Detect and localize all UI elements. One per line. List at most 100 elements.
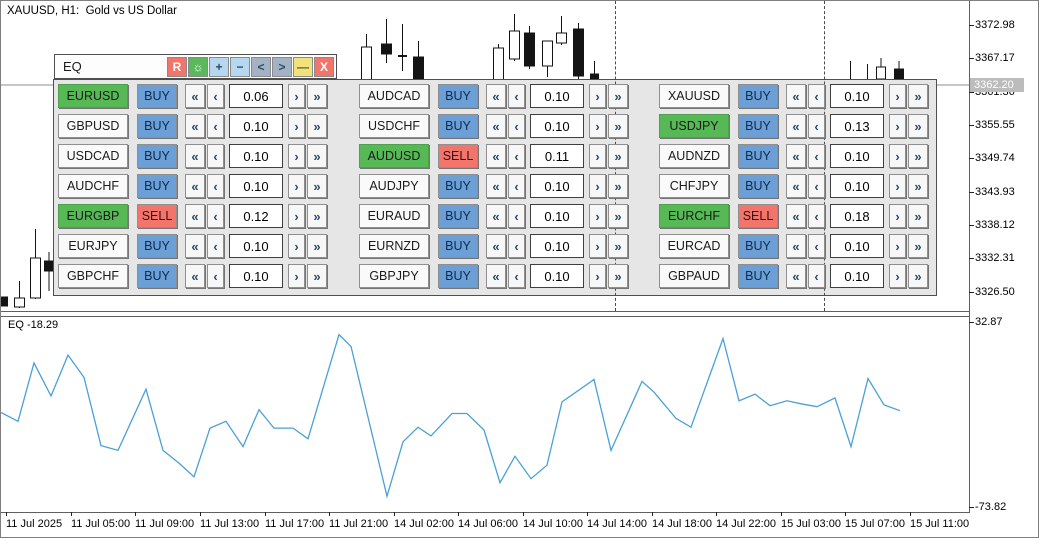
lot-size-field-gbpusd[interactable]: 0.10: [229, 114, 283, 138]
symbol-button-eurchf[interactable]: EURCHF: [659, 204, 729, 228]
lot-decrease-button[interactable]: ‹: [808, 264, 825, 288]
buy-button-xauusd[interactable]: BUY: [738, 84, 778, 108]
lot-decrease-fast-button[interactable]: «: [185, 264, 205, 288]
lot-size-field-chfjpy[interactable]: 0.10: [830, 174, 884, 198]
symbol-button-usdcad[interactable]: USDCAD: [58, 144, 128, 168]
lot-size-field-audnzd[interactable]: 0.10: [830, 144, 884, 168]
lot-size-field-audchf[interactable]: 0.10: [229, 174, 283, 198]
lot-decrease-button[interactable]: ‹: [207, 114, 224, 138]
lot-increase-fast-button[interactable]: »: [608, 264, 628, 288]
lot-increase-button[interactable]: ›: [889, 204, 906, 228]
reset-button[interactable]: R: [167, 56, 187, 77]
symbol-button-usdjpy[interactable]: USDJPY: [659, 114, 729, 138]
symbol-button-usdchf[interactable]: USDCHF: [359, 114, 429, 138]
indicator-window-top-border[interactable]: [1, 316, 970, 317]
lot-decrease-button[interactable]: ‹: [207, 84, 224, 108]
lot-decrease-button[interactable]: ‹: [808, 144, 825, 168]
lot-increase-button[interactable]: ›: [589, 234, 606, 258]
lot-size-field-usdchf[interactable]: 0.10: [530, 114, 584, 138]
symbol-button-gbpchf[interactable]: GBPCHF: [58, 264, 128, 288]
buy-button-gbpaud[interactable]: BUY: [738, 264, 778, 288]
lot-decrease-button[interactable]: ‹: [508, 234, 525, 258]
lot-decrease-fast-button[interactable]: «: [786, 264, 806, 288]
lot-decrease-fast-button[interactable]: «: [486, 204, 506, 228]
lot-increase-fast-button[interactable]: »: [908, 114, 928, 138]
buy-button-eurcad[interactable]: BUY: [738, 234, 778, 258]
symbol-button-audusd[interactable]: AUDUSD: [359, 144, 429, 168]
lot-decrease-fast-button[interactable]: «: [486, 234, 506, 258]
symbol-button-audchf[interactable]: AUDCHF: [58, 174, 128, 198]
lot-decrease-button[interactable]: ‹: [508, 84, 525, 108]
lot-size-field-usdcad[interactable]: 0.10: [229, 144, 283, 168]
lot-increase-fast-button[interactable]: »: [307, 114, 327, 138]
lot-increase-button[interactable]: ›: [288, 144, 305, 168]
main-window-bottom-border[interactable]: [1, 311, 970, 312]
buy-button-audcad[interactable]: BUY: [438, 84, 478, 108]
buy-button-usdjpy[interactable]: BUY: [738, 114, 778, 138]
buy-button-chfjpy[interactable]: BUY: [738, 174, 778, 198]
lot-size-field-audjpy[interactable]: 0.10: [530, 174, 584, 198]
lot-increase-button[interactable]: ›: [889, 84, 906, 108]
lot-size-field-eurnzd[interactable]: 0.10: [530, 234, 584, 258]
lot-increase-button[interactable]: ›: [288, 114, 305, 138]
lot-increase-fast-button[interactable]: »: [307, 84, 327, 108]
lot-increase-fast-button[interactable]: »: [908, 144, 928, 168]
lot-size-field-xauusd[interactable]: 0.10: [830, 84, 884, 108]
lot-decrease-fast-button[interactable]: «: [486, 84, 506, 108]
buy-button-usdcad[interactable]: BUY: [137, 144, 177, 168]
lot-decrease-fast-button[interactable]: «: [185, 204, 205, 228]
lot-decrease-fast-button[interactable]: «: [786, 204, 806, 228]
buy-button-audjpy[interactable]: BUY: [438, 174, 478, 198]
lot-decrease-fast-button[interactable]: «: [185, 84, 205, 108]
lot-increase-fast-button[interactable]: »: [307, 204, 327, 228]
lot-increase-fast-button[interactable]: »: [908, 84, 928, 108]
symbol-button-audjpy[interactable]: AUDJPY: [359, 174, 429, 198]
minimize-button[interactable]: —: [293, 56, 313, 77]
lot-decrease-button[interactable]: ‹: [207, 234, 224, 258]
lot-increase-button[interactable]: ›: [288, 234, 305, 258]
lot-increase-fast-button[interactable]: »: [608, 84, 628, 108]
lot-decrease-button[interactable]: ‹: [207, 264, 224, 288]
lot-decrease-fast-button[interactable]: «: [486, 174, 506, 198]
lot-size-field-euraud[interactable]: 0.10: [530, 204, 584, 228]
symbol-button-xauusd[interactable]: XAUUSD: [659, 84, 729, 108]
lot-decrease-fast-button[interactable]: «: [786, 114, 806, 138]
lot-increase-button[interactable]: ›: [589, 114, 606, 138]
buy-button-euraud[interactable]: BUY: [438, 204, 478, 228]
lot-increase-button[interactable]: ›: [589, 264, 606, 288]
lot-increase-fast-button[interactable]: »: [307, 234, 327, 258]
lot-increase-button[interactable]: ›: [288, 84, 305, 108]
lot-decrease-button[interactable]: ‹: [207, 174, 224, 198]
lot-decrease-fast-button[interactable]: «: [486, 114, 506, 138]
lot-size-field-eurgbp[interactable]: 0.12: [229, 204, 283, 228]
symbol-button-audcad[interactable]: AUDCAD: [359, 84, 429, 108]
symbol-button-eurnzd[interactable]: EURNZD: [359, 234, 429, 258]
increase-size-button[interactable]: +: [209, 56, 229, 77]
lot-size-field-gbpaud[interactable]: 0.10: [830, 264, 884, 288]
lot-increase-fast-button[interactable]: »: [608, 144, 628, 168]
lot-decrease-fast-button[interactable]: «: [786, 84, 806, 108]
buy-button-gbpchf[interactable]: BUY: [137, 264, 177, 288]
buy-button-audchf[interactable]: BUY: [137, 174, 177, 198]
lot-increase-fast-button[interactable]: »: [908, 174, 928, 198]
buy-button-gbpjpy[interactable]: BUY: [438, 264, 478, 288]
lot-decrease-fast-button[interactable]: «: [786, 174, 806, 198]
lot-increase-button[interactable]: ›: [889, 234, 906, 258]
lot-increase-button[interactable]: ›: [889, 174, 906, 198]
lot-size-field-audusd[interactable]: 0.11: [530, 144, 584, 168]
lot-decrease-button[interactable]: ‹: [207, 204, 224, 228]
close-button[interactable]: X: [314, 56, 334, 77]
lot-decrease-button[interactable]: ‹: [508, 114, 525, 138]
lot-increase-fast-button[interactable]: »: [307, 144, 327, 168]
lot-size-field-eurcad[interactable]: 0.10: [830, 234, 884, 258]
buy-button-eurusd[interactable]: BUY: [137, 84, 177, 108]
trade-panel-header[interactable]: EQ R ☼ + − < > — X: [54, 54, 337, 79]
symbol-button-eurjpy[interactable]: EURJPY: [58, 234, 128, 258]
sell-button-audusd[interactable]: SELL: [438, 144, 478, 168]
lot-increase-button[interactable]: ›: [589, 204, 606, 228]
buy-button-eurnzd[interactable]: BUY: [438, 234, 478, 258]
lot-increase-button[interactable]: ›: [288, 264, 305, 288]
move-left-button[interactable]: <: [251, 56, 271, 77]
buy-button-gbpusd[interactable]: BUY: [137, 114, 177, 138]
decrease-size-button[interactable]: −: [230, 56, 250, 77]
